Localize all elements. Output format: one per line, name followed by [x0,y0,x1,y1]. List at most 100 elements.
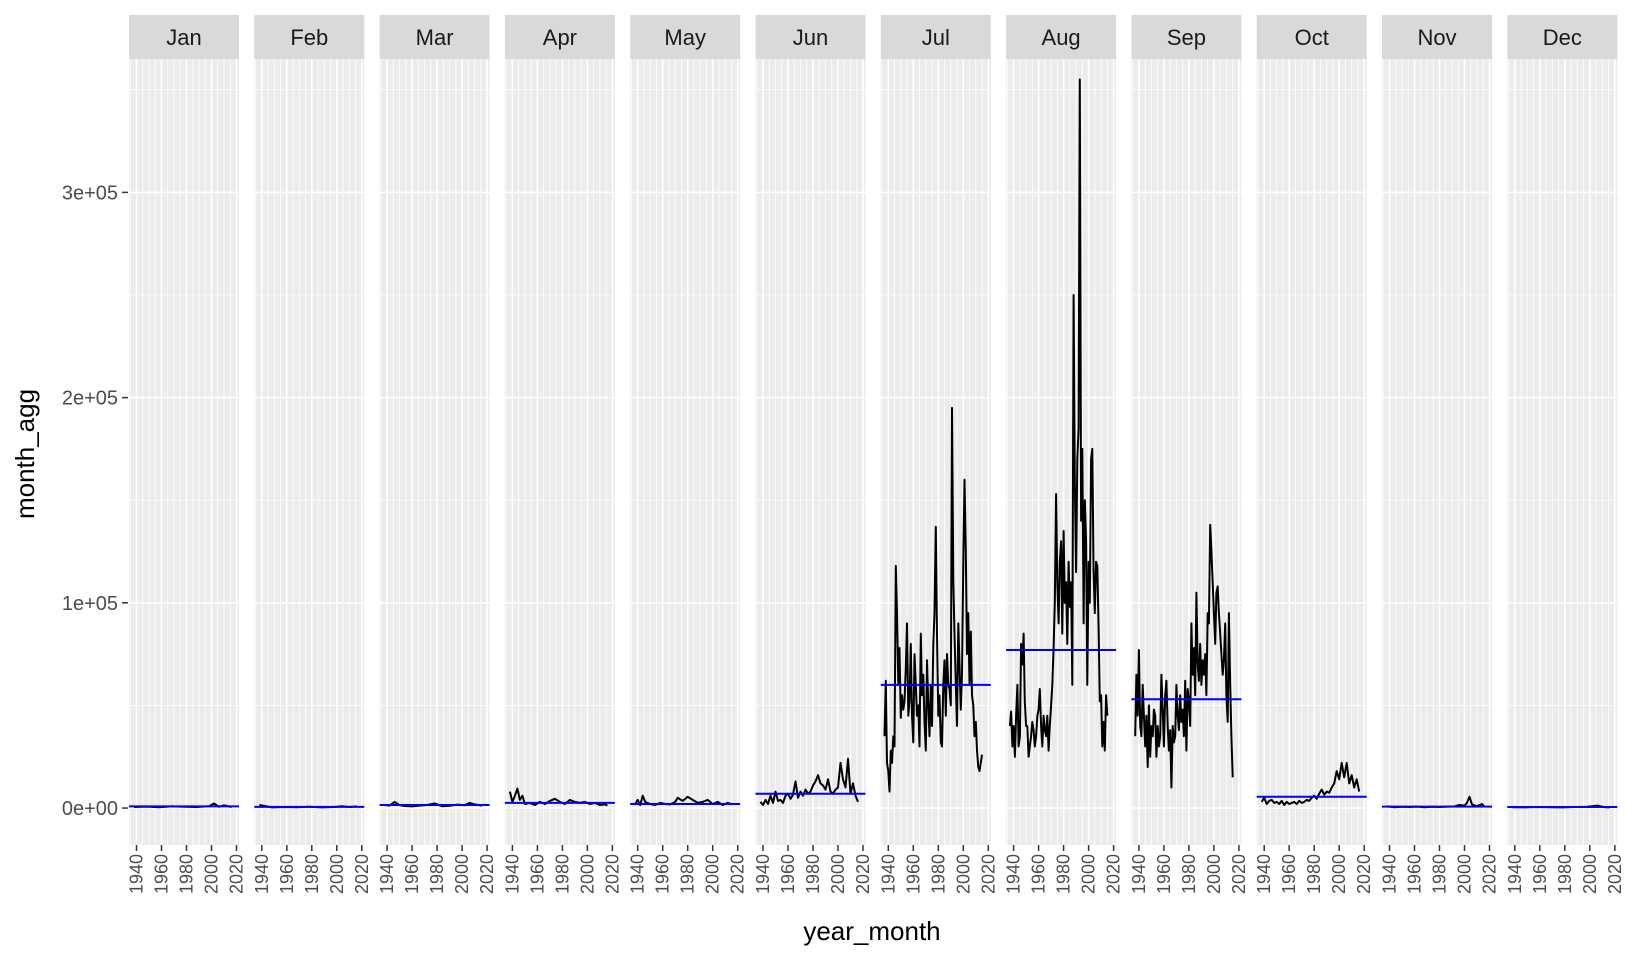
x-tick-label: 2000 [1329,854,1349,894]
strip-background [1507,15,1618,59]
y-axis-title: month_agg [10,389,40,519]
x-tick-label: 2000 [1455,854,1475,894]
x-tick-label: 1960 [778,854,798,894]
x-tick-label: 2020 [352,854,372,894]
strip-label: Jan [166,25,201,50]
x-tick-label: 2020 [477,854,497,894]
x-tick-label: 1940 [1254,854,1274,894]
x-tick-label: 1960 [1279,854,1299,894]
strip-background [1256,15,1367,59]
strip-background [504,15,615,59]
x-tick-label: 1940 [878,854,898,894]
panel-background [880,59,991,845]
x-tick-label: 2020 [227,854,247,894]
facet-panel-jan: Jan 1940 1960 1980 2000 2020 [127,15,247,894]
facet-panel-mar: Mar 1940 1960 1980 2000 2020 [377,15,497,894]
facet-panel-sep: Sep 1940 1960 1980 2000 2020 [1129,15,1249,894]
strip-label: Aug [1042,25,1081,50]
x-tick-label: 1980 [302,854,322,894]
y-tick-label: 0e+00 [62,798,118,820]
panel-background [1382,59,1492,845]
series-line-jul [883,406,983,793]
x-tick-label: 1980 [177,854,197,894]
x-tick-label: 1980 [928,854,948,894]
strip-label: May [664,25,706,50]
x-tick-label: 1980 [1304,854,1324,894]
x-tick-label: 2020 [1354,854,1374,894]
panel-background [1507,59,1618,845]
x-tick-label: 2020 [1104,854,1124,894]
x-tick-label: 1980 [803,854,823,894]
facet-panel-jun: Jun 1940 1960 1980 2000 2020 [753,15,873,894]
x-tick-label: 1960 [402,854,422,894]
x-tick-label: 1960 [1405,854,1425,894]
x-tick-label: 2000 [327,854,347,894]
x-tick-label: 1960 [653,854,673,894]
x-tick-label: 1980 [427,854,447,894]
strip-background [755,15,866,59]
panel-background [504,59,615,845]
x-tick-label: 2000 [828,854,848,894]
strip-background [254,15,365,59]
strip-label: Nov [1417,25,1456,50]
x-tick-label: 1960 [527,854,547,894]
x-tick-label: 2020 [1229,854,1249,894]
facet-panel-nov: Nov 1940 1960 1980 2000 2020 [1380,15,1500,894]
strip-background [1382,15,1492,59]
strip-background [129,15,239,59]
series-line-sep [1134,523,1234,789]
x-tick-label: 2020 [1605,854,1625,894]
y-axis: 0e+00 1e+05 2e+05 3e+05 [62,182,128,820]
x-tick-label: 2000 [703,854,723,894]
x-tick-label: 1980 [1054,854,1074,894]
facet-panel-aug: Aug 1940 1960 1980 2000 2020 [1004,15,1124,894]
x-tick-label: 1960 [277,854,297,894]
strip-label: Apr [543,25,577,50]
x-tick-label: 1940 [127,854,147,894]
x-tick-label: 2020 [728,854,748,894]
facet-panel-dec: Dec 1940 1960 1980 2000 2020 [1505,15,1625,894]
facet-panel-feb: Feb 1940 1960 1980 2000 2020 [252,15,372,894]
series-line-aug [1008,78,1109,758]
x-tick-label: 2000 [577,854,597,894]
x-tick-label: 2020 [853,854,873,894]
facet-panel-oct: Oct 1940 1960 1980 2000 2020 [1254,15,1374,894]
x-tick-label: 1960 [1029,854,1049,894]
x-tick-label: 1940 [252,854,272,894]
x-tick-label: 1940 [377,854,397,894]
strip-label: Mar [416,25,454,50]
strip-background [379,15,490,59]
x-tick-label: 1940 [753,854,773,894]
strip-label: Oct [1295,25,1329,50]
y-tick-label: 2e+05 [62,388,118,410]
panel-background [630,59,741,845]
x-tick-label: 2020 [602,854,622,894]
panel-background [1006,59,1117,845]
series-line-jun [759,757,859,806]
x-tick-label: 2000 [953,854,973,894]
x-tick-label: 1980 [1179,854,1199,894]
x-tick-label: 2020 [978,854,998,894]
x-tick-label: 1960 [903,854,923,894]
x-tick-label: 1940 [1004,854,1024,894]
panel-background [755,59,866,845]
strip-label: Sep [1167,25,1206,50]
x-axis-title: year_month [803,916,940,946]
strip-background [1131,15,1242,59]
x-tick-label: 2000 [202,854,222,894]
x-tick-label: 1960 [152,854,172,894]
x-tick-label: 2020 [1480,854,1500,894]
series-line-oct [1260,761,1361,806]
x-tick-label: 1980 [1430,854,1450,894]
y-tick-label: 3e+05 [62,182,118,204]
strip-label: Jul [922,25,950,50]
x-tick-label: 2000 [1204,854,1224,894]
x-tick-label: 1960 [1154,854,1174,894]
strip-background [1006,15,1117,59]
facet-panel-jul: Jul 1940 1960 1980 2000 2020 [878,15,998,894]
panel-background [254,59,365,845]
x-tick-label: 1940 [1129,854,1149,894]
panel-background [129,59,239,845]
